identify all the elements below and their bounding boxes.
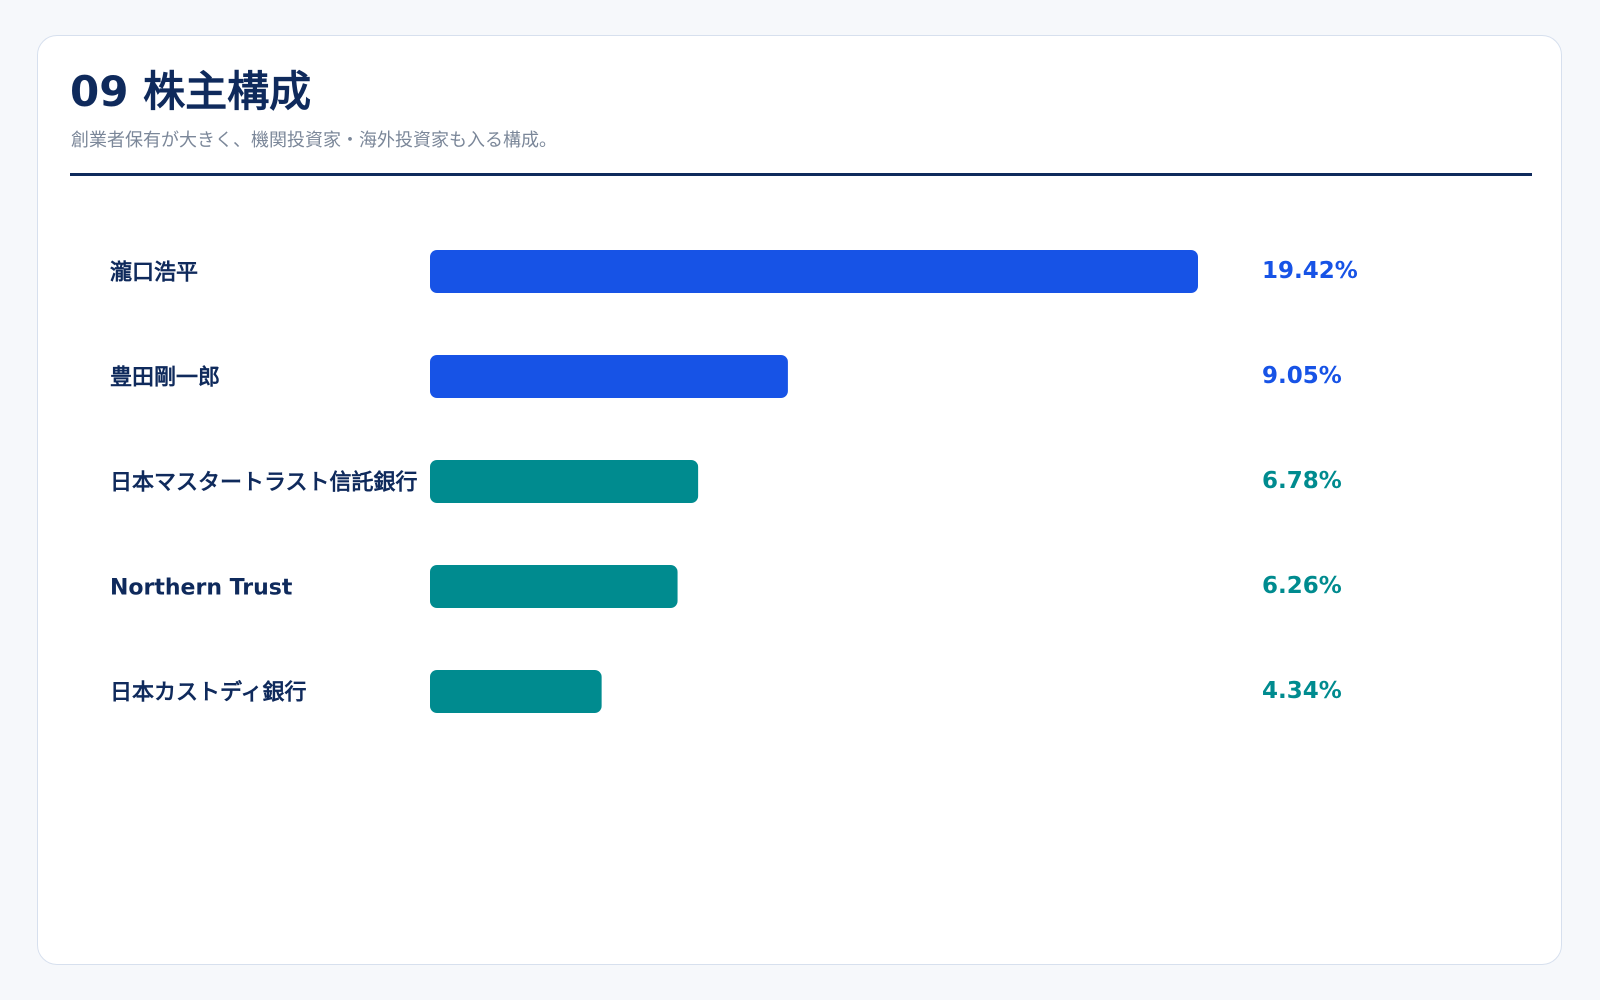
content-card [37, 35, 1562, 965]
value-label: 19.42% [1262, 258, 1358, 284]
category-label: 日本マスタートラスト信託銀行 [110, 470, 418, 496]
bar [430, 670, 602, 713]
bar-row: Northern Trust 6.26% [110, 565, 1342, 608]
bar-row: 瀧口浩平 19.42% [110, 250, 1358, 293]
category-label: 日本カストディ銀行 [110, 680, 306, 706]
value-label: 4.34% [1262, 678, 1342, 704]
value-label: 6.78% [1262, 468, 1342, 494]
title-divider [70, 173, 1532, 176]
bar [430, 250, 1198, 293]
category-label: 豊田剛一郎 [110, 365, 220, 391]
bar-row: 日本マスタートラスト信託銀行 6.78% [110, 460, 1342, 503]
category-label: Northern Trust [110, 576, 293, 601]
bar [430, 355, 788, 398]
value-label: 6.26% [1262, 573, 1342, 599]
bar-row: 日本カストディ銀行 4.34% [110, 670, 1342, 713]
page-title: 09 株主構成 [70, 67, 312, 116]
bar [430, 565, 678, 608]
page-subtitle: 創業者保有が大きく、機関投資家・海外投資家も入る構成。 [71, 130, 557, 151]
category-label: 瀧口浩平 [110, 260, 198, 286]
bar-row: 豊田剛一郎 9.05% [110, 355, 1342, 398]
value-label: 9.05% [1262, 363, 1342, 389]
bar [430, 460, 699, 503]
